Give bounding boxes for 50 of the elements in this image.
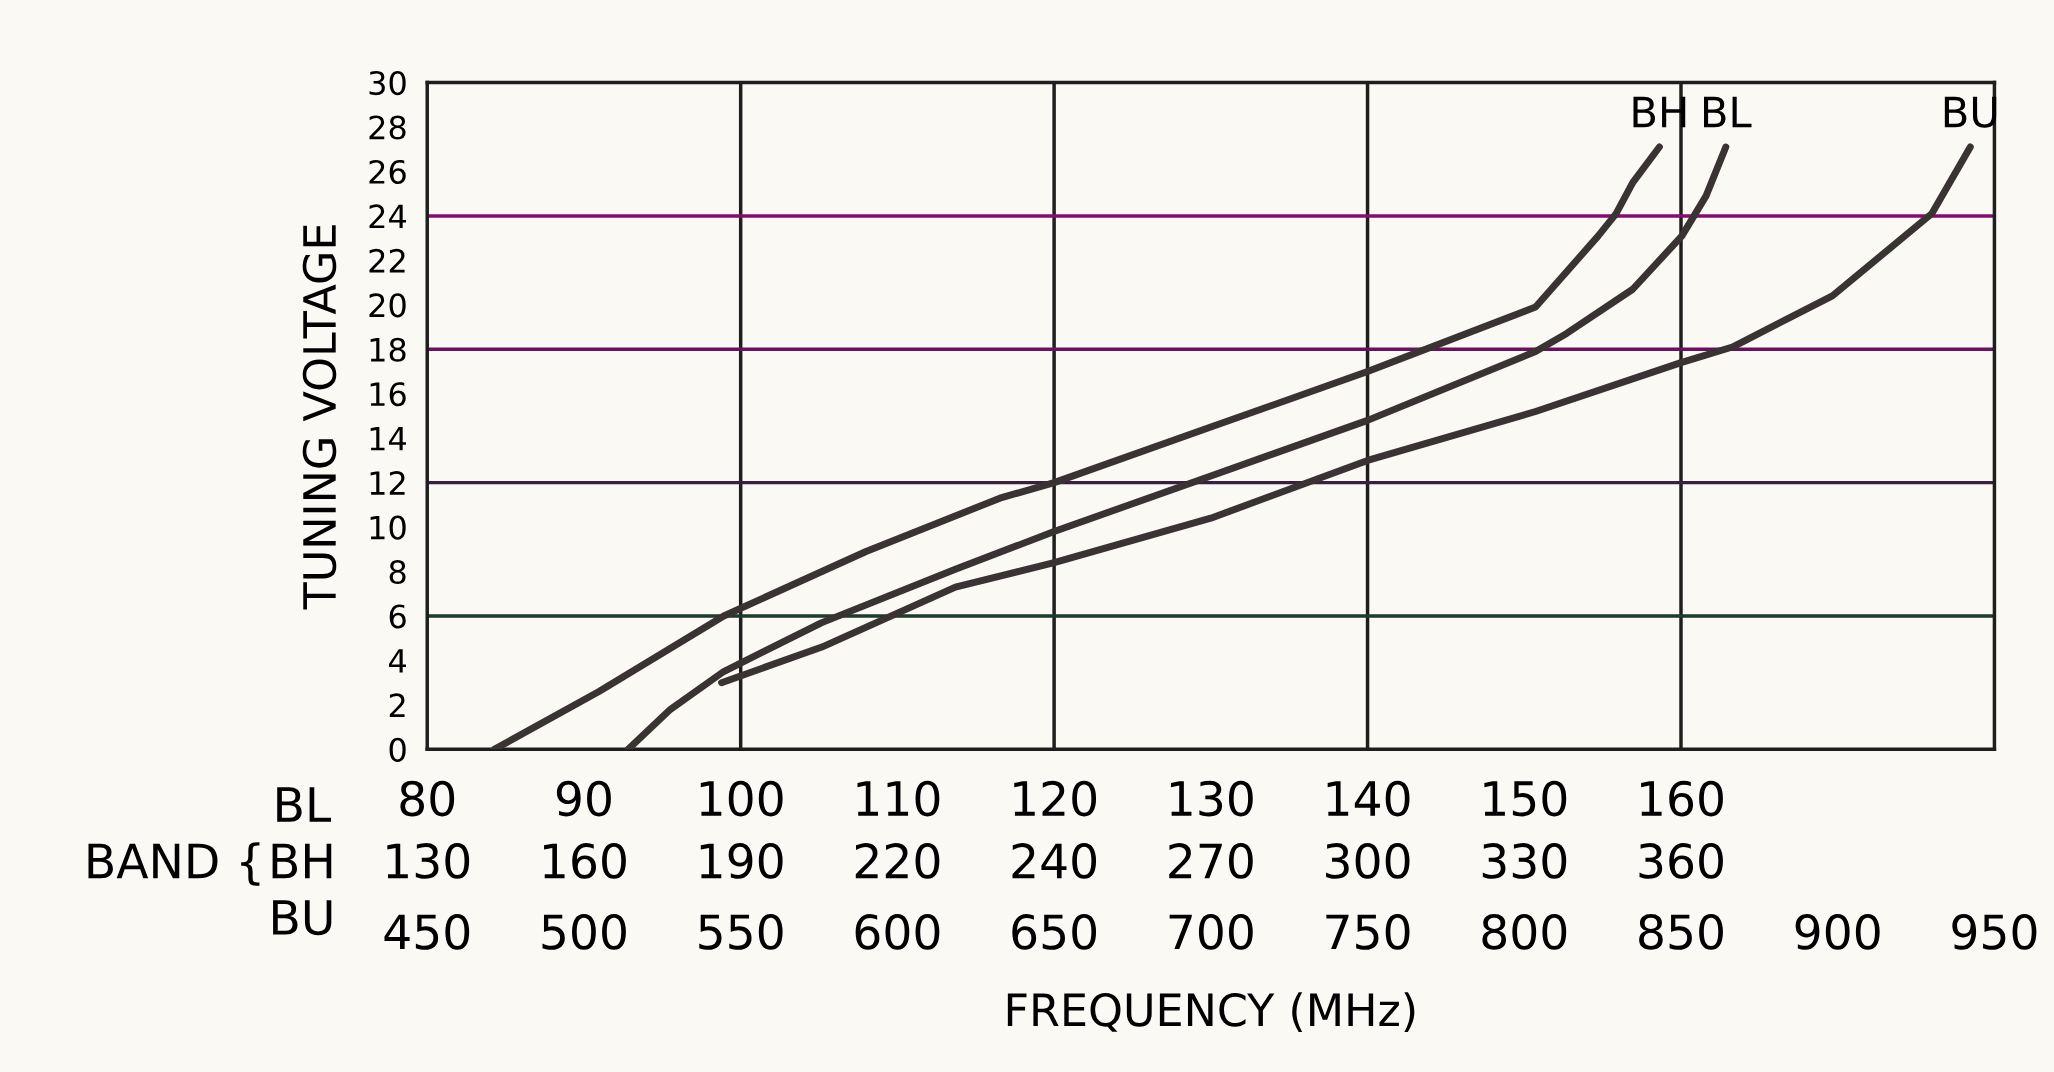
text: 270 (1169, 843, 1253, 879)
y-tick-label: 10 (370, 515, 406, 540)
text: 160 (544, 843, 626, 879)
x2-tick-label: 100 (700, 780, 783, 817)
y-tick-label: 26 (369, 159, 406, 185)
text: 130 (387, 843, 470, 879)
y-tick-label: 14 (370, 427, 406, 451)
y-tick-label: 22 (369, 248, 405, 273)
x2-tick-label: 150 (1484, 780, 1567, 817)
x-tick-label: 500 (542, 914, 626, 950)
text: 240 (1012, 843, 1097, 879)
x2-tick-label: 90 (556, 780, 611, 817)
x-axis-title: FREQUENCY (MHz) (1007, 992, 1415, 1032)
x2-tick-label: 160 (1641, 780, 1723, 817)
x-tick-label: 650 (1012, 914, 1097, 950)
y-axis-title: TUNING VOLTAGE (302, 225, 337, 610)
x-tick-label: 950 (1952, 914, 2037, 950)
text: 360 (1639, 843, 1723, 879)
y-tick-label: 18 (370, 337, 406, 362)
x-tick-label: 850 (1639, 914, 1723, 950)
y-tick-label: 4 (389, 649, 406, 673)
y-tick-label: 24 (369, 204, 406, 229)
text: BAND { (88, 842, 260, 886)
x2-tick-label: 110 (857, 780, 940, 817)
y-tick-label: 28 (369, 115, 406, 140)
y-tick-label: 16 (370, 382, 406, 407)
x-tick-label: 750 (1326, 914, 1410, 950)
y-tick-label: 30 (369, 70, 406, 96)
text: BL BH BU (272, 787, 332, 936)
y-tick-label: 0 (389, 737, 406, 762)
series-label: BL (1704, 96, 1752, 128)
x2-tick-label: 130 (1170, 780, 1253, 817)
text: 300 (1326, 843, 1410, 879)
x2-tick-label: 80 (400, 780, 455, 817)
text: 330 (1482, 843, 1567, 879)
x-tick-label: 600 (855, 914, 940, 950)
x2-tick-label: 140 (1327, 780, 1410, 817)
text: 220 (855, 843, 940, 879)
x-tick-label: 900 (1795, 914, 1880, 950)
x-tick-label: 800 (1482, 914, 1567, 950)
x2-tick-label: 120 (1014, 780, 1097, 817)
x-tick-label: 450 (384, 914, 470, 950)
y-tick-label: 12 (370, 471, 405, 495)
text: 190 (700, 843, 783, 879)
x-tick-label: 700 (1169, 914, 1253, 950)
x-tick-label: 550 (699, 914, 783, 950)
y-tick-label: 8 (389, 559, 406, 585)
y-tick-label: 20 (369, 293, 406, 318)
y-tick-label: 6 (389, 604, 406, 629)
y-tick-label: 2 (389, 693, 405, 718)
